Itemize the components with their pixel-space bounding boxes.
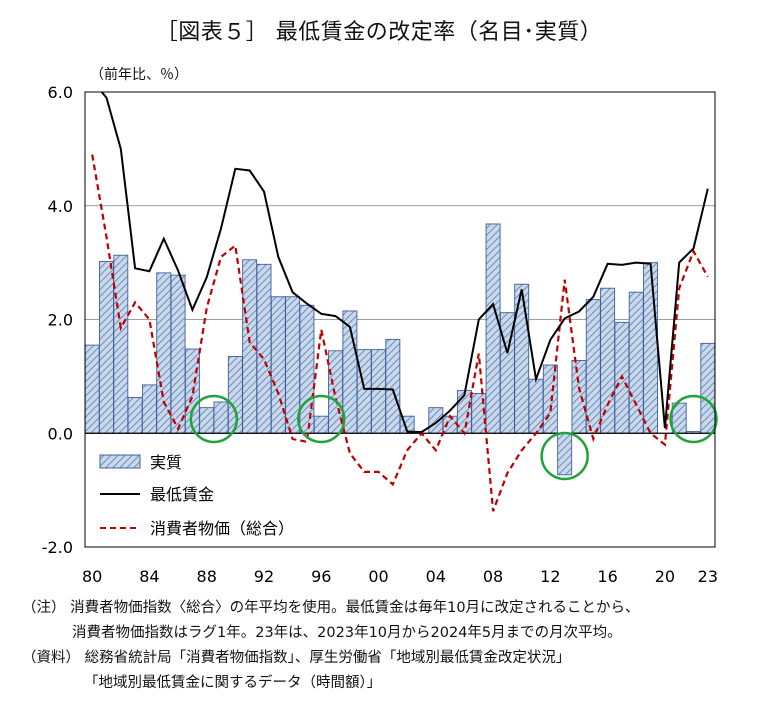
bar-real-1990 [227, 356, 243, 434]
source-line-1: （資料） 総務省統計局「消費者物価指数」、厚生労働省「地域別最低賃金改定状況」 [22, 650, 571, 666]
real-bars [84, 223, 716, 476]
bar-real-2001 [385, 338, 401, 434]
x-tick-label: 04 [426, 567, 446, 586]
bar-real-1995 [299, 304, 315, 434]
bar-real-1988 [199, 407, 215, 434]
bar-real-2016 [600, 287, 616, 434]
bar-real-1996 [313, 415, 329, 434]
bar-real-1986 [170, 274, 186, 434]
legend: 実質 最低賃金 消費者物価（総合） [99, 453, 294, 538]
highlight-circle-1 [189, 394, 239, 444]
bar-real-2005 [442, 415, 458, 434]
series-lines [91, 92, 709, 512]
bar-real-1981 [99, 261, 114, 434]
bar-real-2006 [456, 390, 472, 434]
bar-real-1994 [285, 296, 301, 434]
bar-real-2014 [571, 360, 587, 434]
plot-frame [84, 91, 716, 548]
bar-real-1983 [127, 396, 143, 434]
x-tick-label: 92 [254, 567, 274, 586]
x-tick-label: 08 [483, 567, 503, 586]
x-tick-label: 80 [82, 567, 102, 586]
x-tick-label: 88 [197, 567, 217, 586]
y-tick-label: 0.0 [48, 424, 73, 443]
x-tick-label: 00 [368, 567, 388, 586]
bar-real-1982 [113, 254, 129, 434]
note-line-1: （注） 消費者物価指数〈総合〉の年平均を使用。最低賃金は毎年10月に改定されるこ… [22, 600, 640, 616]
x-tick-label: 16 [597, 567, 617, 586]
bar-real-1984 [141, 384, 157, 434]
bar-real-2004 [428, 407, 444, 434]
y-tick-label: -2.0 [42, 538, 73, 557]
bar-real-1999 [356, 349, 372, 434]
bar-real-2019 [643, 262, 659, 434]
bar-real-2015 [585, 299, 601, 434]
highlight-circle-3 [540, 431, 589, 481]
x-tick-label: 12 [540, 567, 560, 586]
y-tick-label: 6.0 [48, 83, 73, 102]
legend-swatch-real [99, 454, 141, 469]
x-tick-label: 20 [655, 567, 675, 586]
bar-real-1980 [84, 344, 100, 434]
x-tick-label: 84 [139, 567, 159, 586]
legend-label-real: 実質 [150, 453, 182, 472]
bar-real-1993 [270, 296, 286, 434]
y-axis-unit-label: （前年比、％） [90, 67, 188, 83]
footnotes: （注） 消費者物価指数〈総合〉の年平均を使用。最低賃金は毎年10月に改定されるこ… [22, 596, 752, 696]
bar-real-2023 [700, 342, 716, 434]
chart-title: ［図表５］ 最低賃金の改定率（名目･実質） [155, 20, 603, 45]
bar-real-1985 [156, 272, 172, 434]
note-line-2: 消費者物価指数はラグ1年。23年は、2023年10月から2024年5月までの月次… [72, 625, 622, 641]
legend-label-nominal: 最低賃金 [150, 485, 214, 504]
x-tick-label: 23 [698, 567, 718, 586]
source-line-2: 「地域別最低賃金に関するデータ（時間額）」 [84, 675, 382, 691]
y-tick-labels: -2.0 0.0 2.0 4.0 6.0 [42, 83, 73, 557]
bar-real-2013 [557, 432, 573, 476]
y-tick-label: 2.0 [48, 311, 73, 330]
x-tick-label: 96 [311, 567, 331, 586]
highlight-circle-2 [297, 394, 346, 444]
highlight-circles [189, 394, 718, 481]
bar-real-1989 [213, 401, 229, 434]
bar-real-1992 [256, 263, 272, 434]
legend-label-cpi: 消費者物価（総合） [150, 519, 294, 538]
y-tick-label: 4.0 [48, 197, 73, 216]
bar-real-2008 [485, 223, 501, 434]
chart-svg: -2.0 0.0 2.0 4.0 6.0 80 84 88 92 96 00 04 08 12 16 20 2… [42, 83, 718, 586]
line-nominal-min-wage [100, 92, 709, 434]
bar-real-2010 [514, 283, 530, 434]
line-cpi [91, 154, 709, 512]
bar-real-2012 [542, 364, 558, 434]
highlight-circle-4 [669, 394, 718, 444]
x-tick-labels: 80 84 88 92 96 00 04 08 12 16 20 23 [82, 567, 718, 586]
bar-real-2000 [371, 349, 386, 434]
